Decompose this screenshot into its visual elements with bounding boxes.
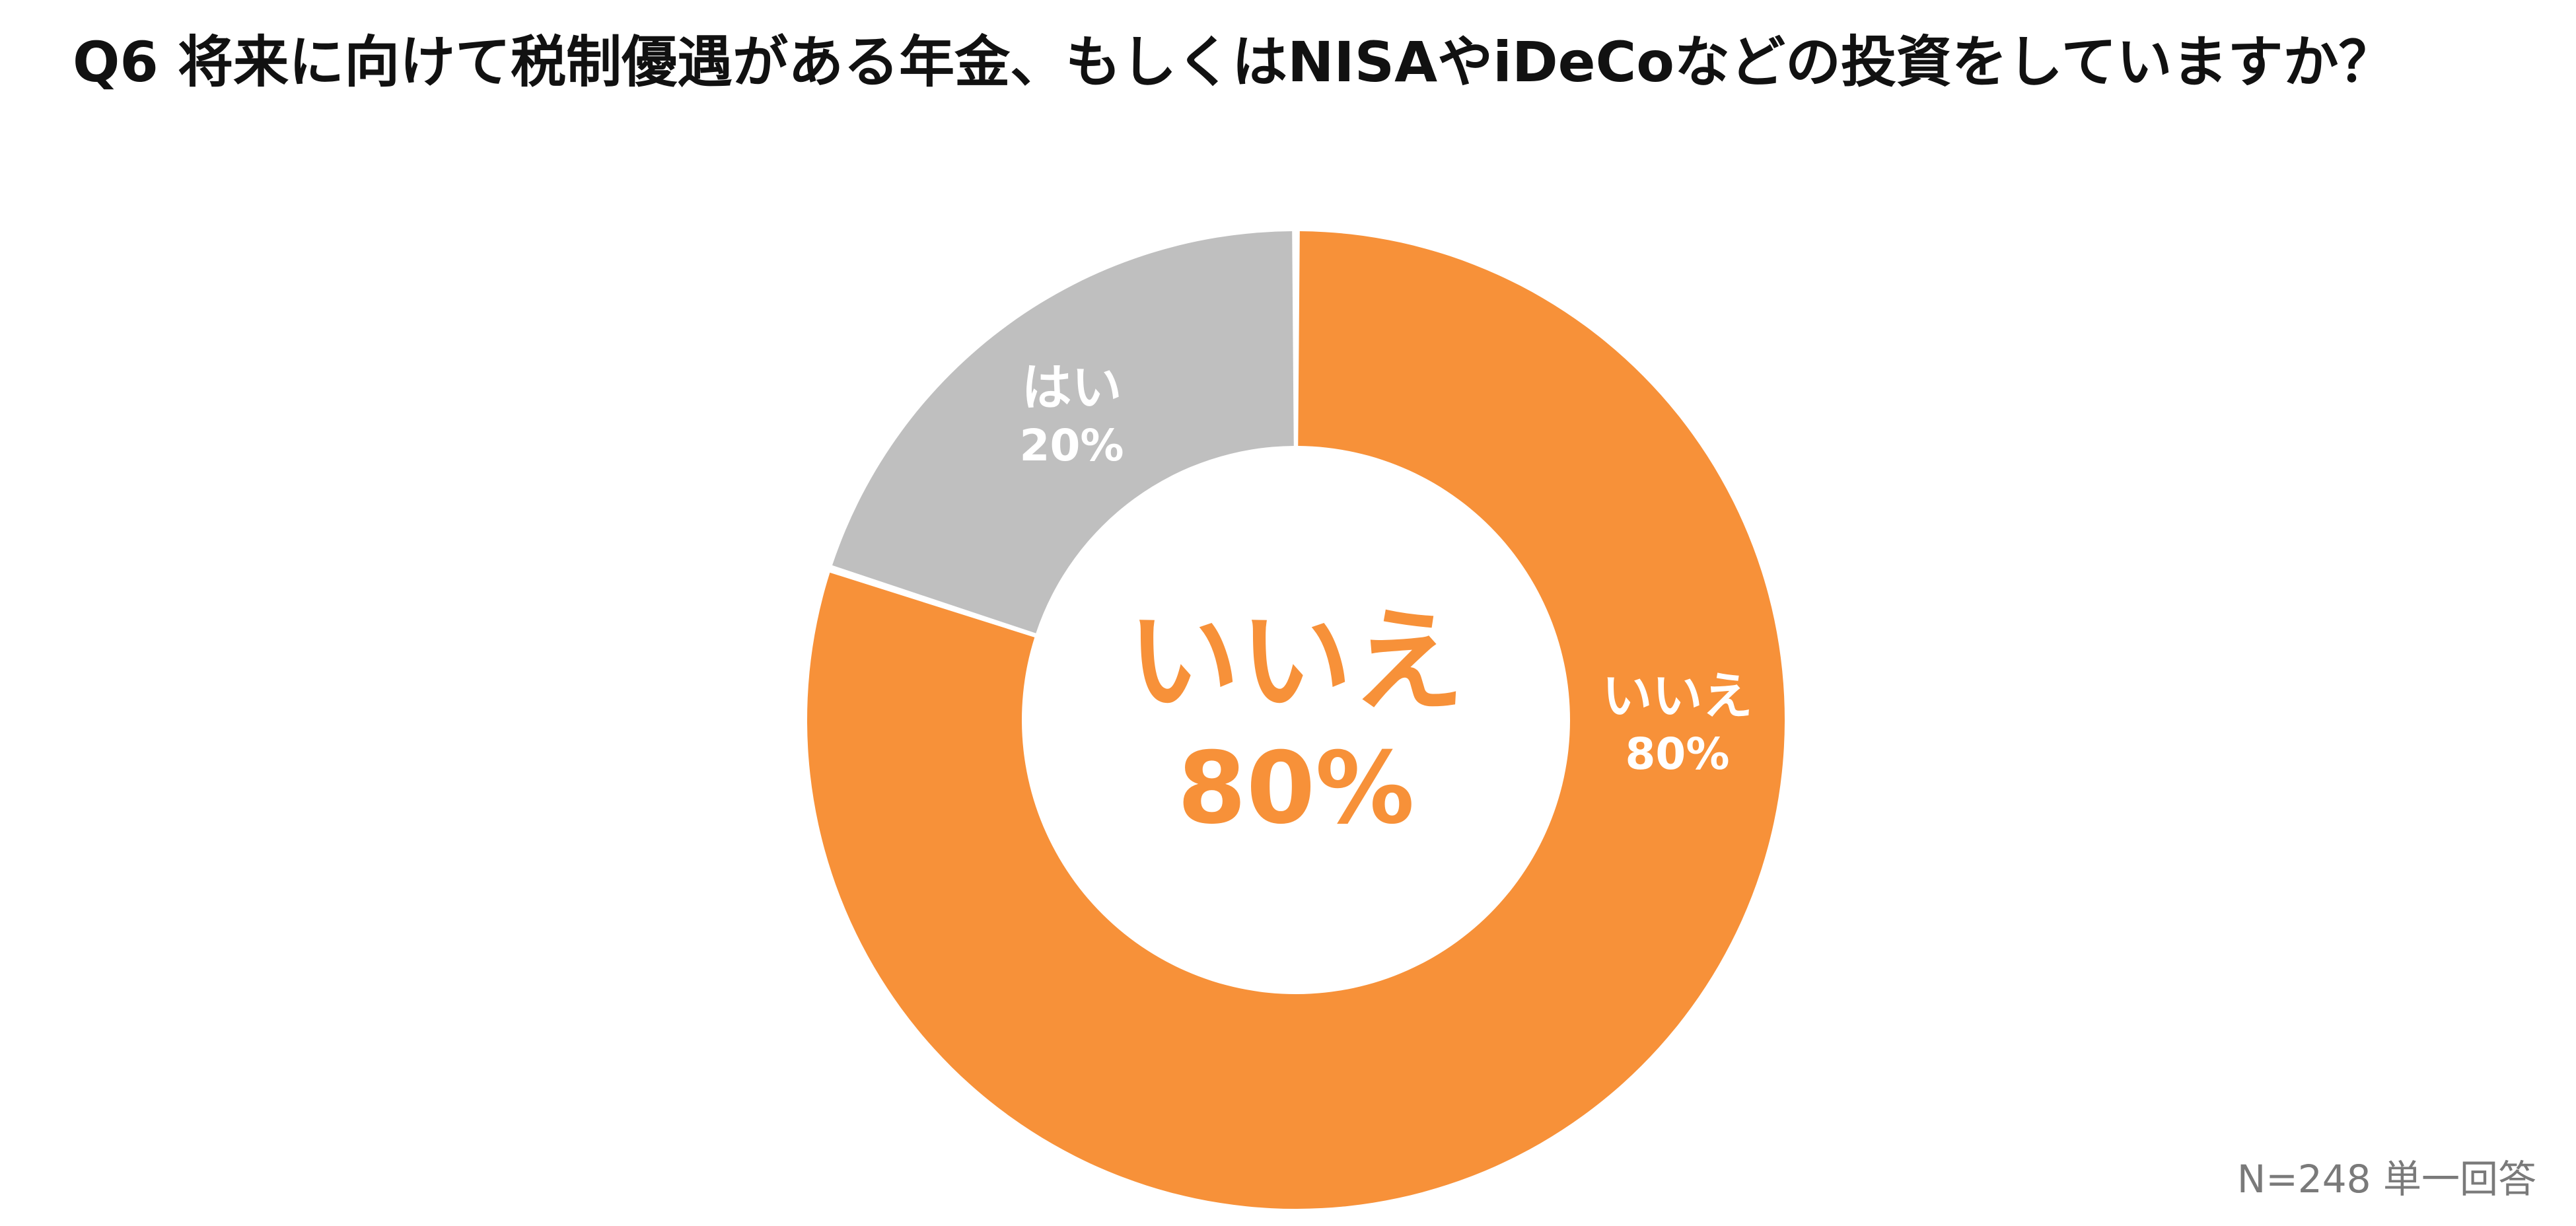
slice-label-value: 80% [1626, 729, 1730, 779]
center-label-group: いいえ 80% [1127, 596, 1464, 846]
slice-label-category: いいえ [1602, 667, 1753, 725]
sample-note: N=248 単一回答 [2236, 1157, 2536, 1202]
slice-yes [832, 231, 1294, 633]
center-label-value: 80% [1177, 731, 1414, 846]
center-label-category: いいえ [1127, 596, 1464, 727]
chart-title: Q6 将来に向けて税制優遇がある年金、もしくはNISAやiDeCoなどの投資をし… [73, 30, 2394, 94]
slice-label-category: はい [1022, 358, 1122, 417]
slices-group [807, 231, 1785, 1209]
slice-no [807, 231, 1785, 1209]
slice-label-value: 20% [1020, 420, 1124, 471]
